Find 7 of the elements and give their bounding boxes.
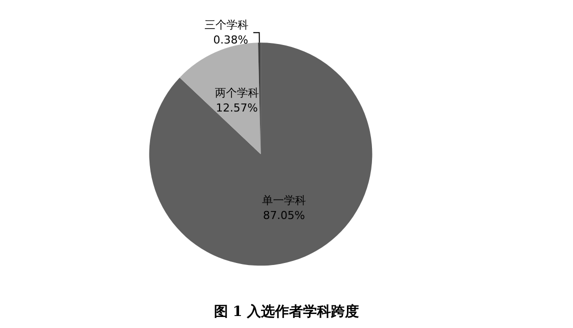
text: 图 1 入选作者学科跨度: [214, 303, 360, 320]
data-label: 12.57%: [216, 101, 258, 114]
slice-label: 单一学科: [262, 194, 306, 208]
data-label: 0.38%: [213, 34, 248, 47]
slice-label: 两个学科: [214, 86, 259, 100]
slice-label: 三个学科: [204, 18, 248, 32]
data-label: 87.05%: [262, 209, 305, 222]
